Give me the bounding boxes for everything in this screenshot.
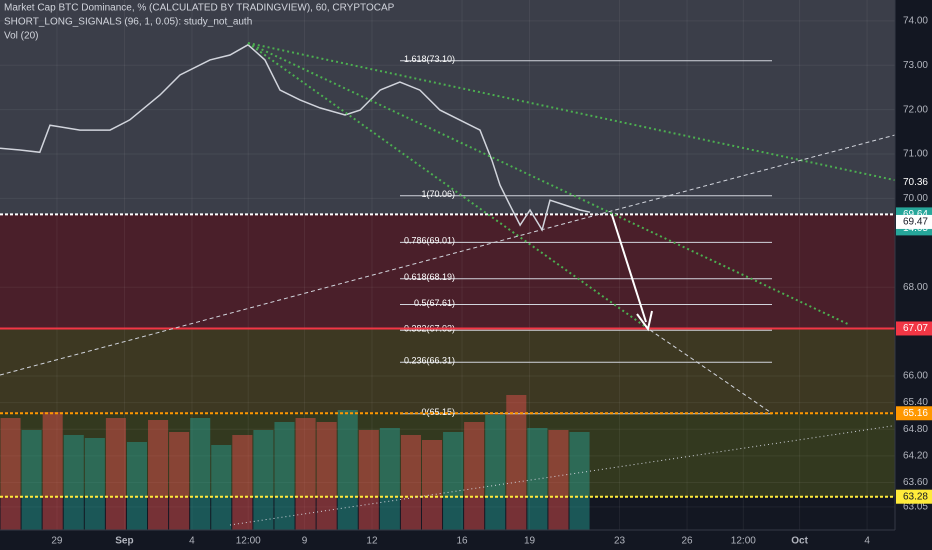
drawings — [0, 42, 932, 526]
volume-bar — [169, 432, 190, 530]
x-tick-label: 4 — [189, 536, 195, 547]
volume-bar — [527, 428, 548, 530]
y-tick-label: 70.00 — [903, 193, 928, 204]
price-line — [0, 43, 591, 232]
zone — [0, 328, 895, 414]
volume-bar — [421, 440, 443, 530]
y-tick-label: 64.80 — [903, 424, 928, 435]
zones — [0, 0, 895, 497]
fib-label: 0.236(66.31) — [404, 356, 455, 366]
y-tick-label: 72.00 — [903, 104, 928, 115]
volume-bar — [63, 435, 84, 530]
x-tick-label: 4 — [864, 536, 870, 547]
zone — [0, 413, 895, 497]
price-label-box — [896, 175, 932, 190]
x-tick-label: Oct — [791, 536, 808, 547]
fib-label: 1.618(73.10) — [404, 54, 455, 64]
x-tick-label: 29 — [51, 536, 63, 547]
y-tick-label: 73.00 — [903, 60, 928, 71]
volume-bar — [211, 445, 232, 530]
fib-label: 1(70.06) — [421, 189, 455, 199]
volume-bar — [485, 415, 506, 530]
volume-bar — [126, 442, 148, 530]
price-label-box — [896, 321, 932, 336]
x-tick-label: 12 — [366, 536, 378, 547]
volume-bar — [274, 422, 295, 530]
price-label: 69.64 — [903, 209, 928, 220]
fib-label: 0.786(69.01) — [404, 236, 455, 246]
volume-bar — [42, 412, 63, 530]
chart-title: Market Cap BTC Dominance, % (CALCULATED … — [4, 3, 395, 14]
volume-bar — [443, 432, 464, 530]
y-tick-label: 74.00 — [903, 16, 928, 27]
trendline — [649, 329, 771, 413]
volume-bar — [464, 422, 485, 530]
price-label: 65.16 — [903, 408, 928, 419]
volume-bar — [232, 435, 253, 530]
x-tick-label: 16 — [456, 536, 468, 547]
trendline — [247, 42, 651, 331]
price-label-box — [896, 489, 932, 504]
price-axis — [895, 0, 932, 550]
x-tick-label: 9 — [302, 536, 308, 547]
volume — [0, 395, 590, 530]
volume-bar — [0, 418, 21, 530]
x-tick-label: 26 — [681, 536, 693, 547]
x-tick-label: 12:00 — [731, 536, 756, 547]
price-lines — [0, 213, 895, 498]
fib-label: 0(65.15) — [421, 407, 455, 417]
volume-bar — [84, 438, 105, 530]
indicator-label: Vol (20) — [4, 31, 38, 42]
price-label: 67.07 — [903, 323, 928, 334]
volume-bar — [190, 418, 211, 530]
axes: 74.00 73.00 72.00 71.00 70.00 68.00 66.00 65.40… — [51, 16, 932, 547]
volume-bar — [400, 435, 421, 530]
volume-bar — [21, 430, 42, 530]
time-axis — [0, 530, 895, 550]
volume-bar — [105, 418, 126, 530]
price — [0, 43, 591, 232]
volume-bar — [548, 430, 569, 530]
zone — [0, 0, 895, 215]
trendline — [247, 42, 851, 326]
arrow-head — [636, 310, 653, 332]
x-tick-label: Sep — [115, 536, 133, 547]
volume-bar — [316, 422, 337, 530]
price-label: 69.47 — [903, 217, 928, 228]
x-tick-label: 12:00 — [236, 536, 261, 547]
price-label-box — [896, 406, 932, 421]
grid — [0, 0, 895, 530]
fib-label: 0.618(68.19) — [404, 272, 455, 282]
volume-bar — [379, 428, 400, 530]
volume-bar — [569, 432, 590, 530]
y-tick-label: 63.60 — [903, 477, 928, 488]
trendline — [0, 134, 896, 376]
fib-label: 0.5(67.61) — [414, 298, 455, 308]
volume-bar — [253, 430, 274, 530]
price-label-box — [896, 214, 932, 229]
y-tick-label: 66.00 — [903, 371, 928, 382]
volume-bar — [358, 430, 379, 530]
x-tick-label: 23 — [614, 536, 626, 547]
y-tick-label: 68.00 — [903, 282, 928, 293]
volume-bar — [506, 395, 527, 530]
y-tick-label: 71.00 — [903, 149, 928, 160]
price-label: 70.36 — [903, 177, 928, 188]
y-tick-label: 65.40 — [903, 397, 928, 408]
y-tick-label: 63.05 — [903, 502, 928, 513]
trendline — [247, 42, 932, 189]
volume-bar — [148, 420, 169, 530]
x-tick-label: 19 — [524, 536, 536, 547]
volume-bar — [337, 410, 358, 530]
volume-bar — [295, 418, 316, 530]
indicator-label: SHORT_LONG_SIGNALS (96, 1, 0.05): study_… — [4, 17, 252, 28]
price-label: 63.28 — [903, 491, 928, 502]
zone — [0, 214, 895, 329]
y-tick-label: 64.20 — [903, 451, 928, 462]
arrow — [611, 214, 647, 323]
fibonacci: 1.618(73.10) 1(70.06) 0.786(69.01) 0.618(68… — [400, 54, 772, 417]
